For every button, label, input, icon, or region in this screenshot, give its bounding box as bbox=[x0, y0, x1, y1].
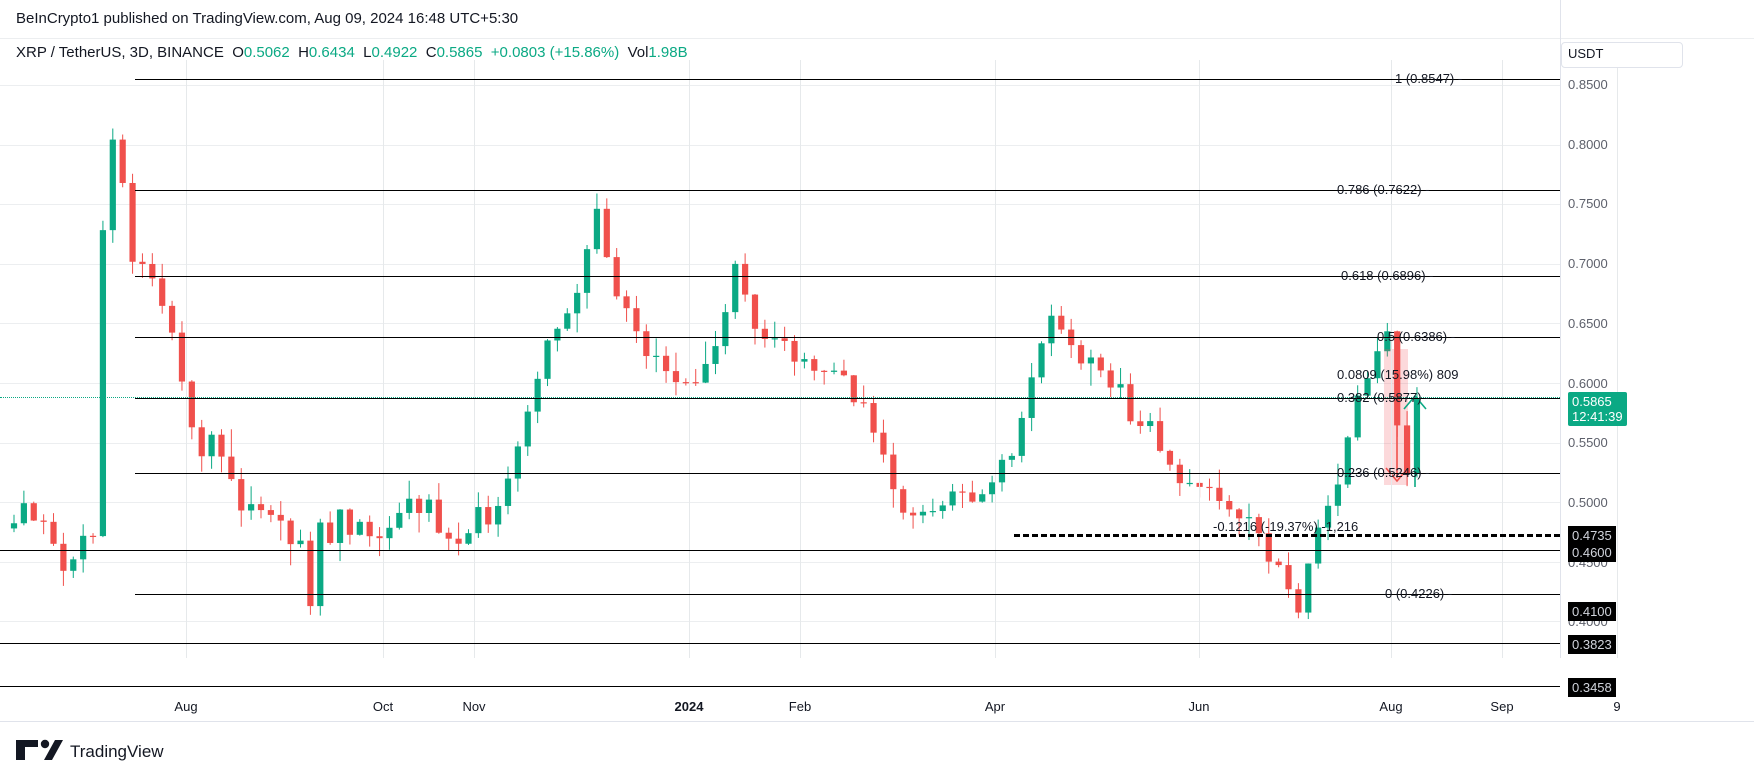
svg-text:TradingView: TradingView bbox=[70, 742, 164, 761]
